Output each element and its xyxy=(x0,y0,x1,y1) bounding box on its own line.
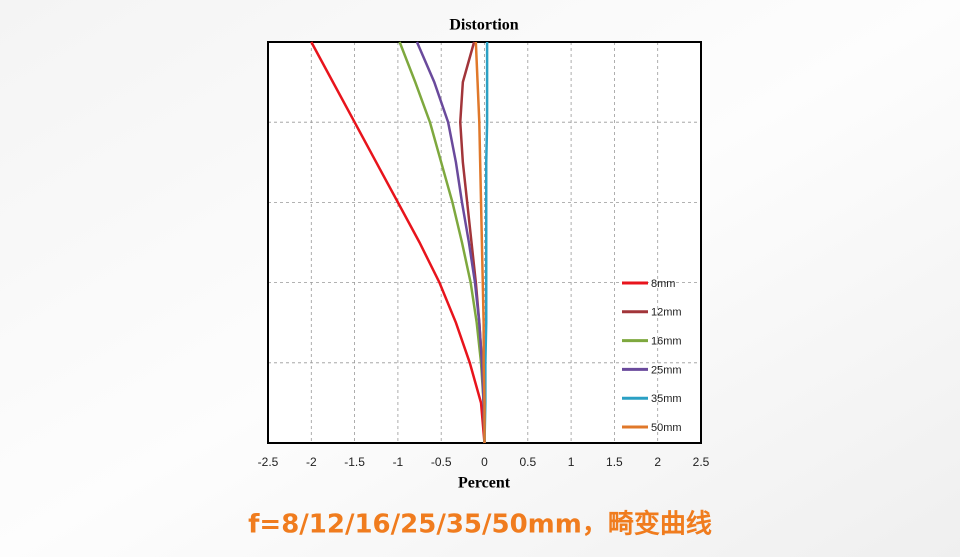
legend-label: 35mm xyxy=(651,393,682,405)
series-line xyxy=(310,41,486,444)
series-line xyxy=(415,41,486,444)
series-line xyxy=(474,41,486,443)
series-line xyxy=(483,42,489,444)
x-tick-label: -2.5 xyxy=(258,455,279,469)
chart-title: Distortion xyxy=(449,17,518,34)
legend-label: 8mm xyxy=(651,278,675,290)
x-tick-label: 1.5 xyxy=(606,455,623,469)
x-tick-label: 0.5 xyxy=(519,455,536,469)
x-tick-label: 2.5 xyxy=(693,455,710,469)
caption: f=8/12/16/25/35/50mm，畸变曲线 xyxy=(248,509,712,540)
legend-label: 50mm xyxy=(651,422,682,434)
x-tick-label: -0.5 xyxy=(431,455,452,469)
x-tick-label: -1 xyxy=(393,455,404,469)
legend-label: 12mm xyxy=(651,307,682,319)
legend-label: 16mm xyxy=(651,336,682,348)
x-tick-label: 2 xyxy=(654,455,661,469)
x-tick-label: 1 xyxy=(568,455,575,469)
x-tick-label: -1.5 xyxy=(344,455,365,469)
x-tick-label: 0 xyxy=(481,455,488,469)
legend-label: 25mm xyxy=(651,364,682,376)
x-tick-label: -2 xyxy=(306,455,317,469)
x-axis-label: Percent xyxy=(458,475,511,492)
